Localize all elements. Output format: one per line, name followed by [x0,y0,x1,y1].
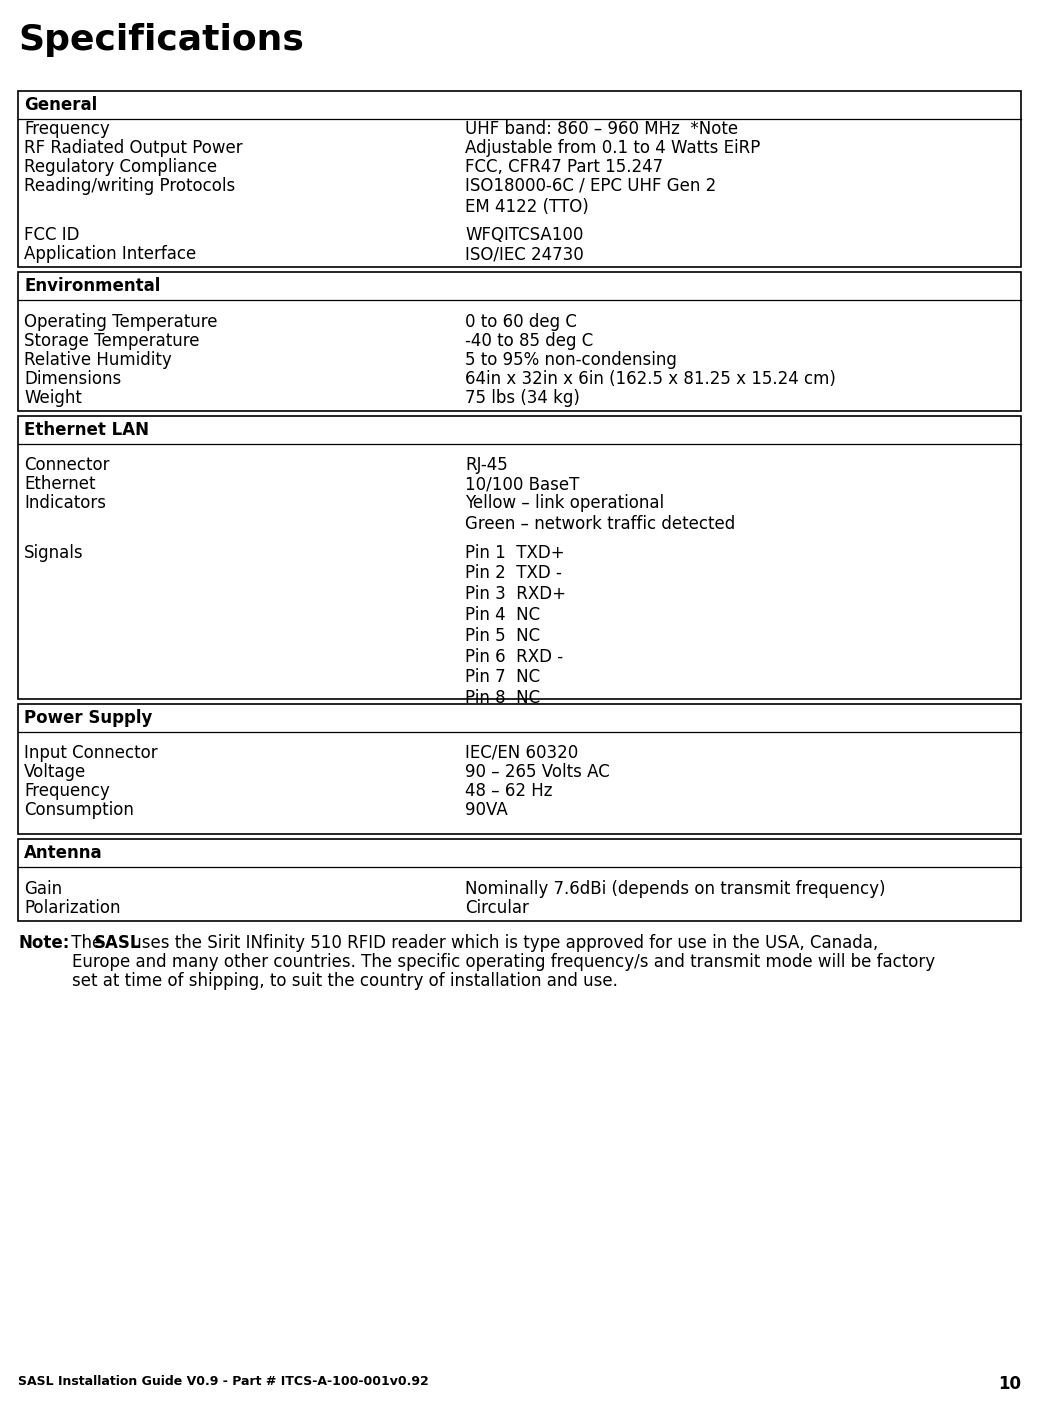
Text: Application Interface: Application Interface [24,245,196,263]
Text: 5 to 95% non-condensing: 5 to 95% non-condensing [465,351,677,369]
Text: Specifications: Specifications [18,23,303,57]
Text: Frequency: Frequency [24,120,110,139]
Text: Reading/writing Protocols: Reading/writing Protocols [24,177,235,195]
Bar [18,839,1021,921]
Text: set at time of shipping, to suit the country of installation and use.: set at time of shipping, to suit the cou… [72,972,618,990]
Text: 10: 10 [998,1375,1021,1392]
Text: Weight: Weight [24,389,82,406]
Text: FCC, CFR47 Part 15.247: FCC, CFR47 Part 15.247 [465,158,664,175]
Text: Ethernet: Ethernet [24,475,96,494]
Text: Adjustable from 0.1 to 4 Watts EiRP: Adjustable from 0.1 to 4 Watts EiRP [465,139,761,157]
Text: General: General [24,96,98,115]
Text: RF Radiated Output Power: RF Radiated Output Power [24,139,243,157]
Text: Polarization: Polarization [24,899,121,917]
Text: -40 to 85 deg C: -40 to 85 deg C [465,331,593,350]
Text: Voltage: Voltage [24,763,86,781]
Text: Gain: Gain [24,880,62,897]
Text: 10/100 BaseT: 10/100 BaseT [465,475,580,494]
Bar [18,703,1021,835]
Text: UHF band: 860 – 960 MHz  *Note: UHF band: 860 – 960 MHz *Note [465,120,739,139]
Text: 90VA: 90VA [465,801,508,819]
Text: uses the Sirit INfinity 510 RFID reader which is type approved for use in the US: uses the Sirit INfinity 510 RFID reader … [126,934,878,952]
Text: Note:: Note: [18,934,70,952]
Text: Power Supply: Power Supply [24,709,153,726]
Text: Indicators: Indicators [24,494,106,512]
Text: 64in x 32in x 6in (162.5 x 81.25 x 15.24 cm): 64in x 32in x 6in (162.5 x 81.25 x 15.24… [465,369,836,388]
Text: Relative Humidity: Relative Humidity [24,351,171,369]
Text: Ethernet LAN: Ethernet LAN [24,420,149,439]
Text: 0 to 60 deg C: 0 to 60 deg C [465,313,578,331]
Text: Environmental: Environmental [24,277,160,296]
Bar [18,416,1021,699]
Text: Yellow – link operational
Green – network traffic detected: Yellow – link operational Green – networ… [465,494,736,533]
Text: ISO/IEC 24730: ISO/IEC 24730 [465,245,584,263]
Text: FCC ID: FCC ID [24,226,80,245]
Text: 48 – 62 Hz: 48 – 62 Hz [465,782,553,799]
Text: Circular: Circular [465,899,529,917]
Text: SASL: SASL [94,934,141,952]
Bar [18,91,1021,267]
Text: Connector: Connector [24,456,109,474]
Text: IEC/EN 60320: IEC/EN 60320 [465,744,579,763]
Text: Operating Temperature: Operating Temperature [24,313,217,331]
Text: Signals: Signals [24,543,83,562]
Text: 75 lbs (34 kg): 75 lbs (34 kg) [465,389,580,406]
Text: WFQITCSA100: WFQITCSA100 [465,226,584,245]
Text: ISO18000-6C / EPC UHF Gen 2
EM 4122 (TTO): ISO18000-6C / EPC UHF Gen 2 EM 4122 (TTO… [465,177,717,216]
Text: Antenna: Antenna [24,845,103,862]
Bar [18,273,1021,410]
Text: The: The [66,934,107,952]
Text: Nominally 7.6dBi (depends on transmit frequency): Nominally 7.6dBi (depends on transmit fr… [465,880,886,897]
Text: Europe and many other countries. The specific operating frequency/s and transmit: Europe and many other countries. The spe… [72,952,935,971]
Text: Pin 1  TXD+
Pin 2  TXD -
Pin 3  RXD+
Pin 4  NC
Pin 5  NC
Pin 6  RXD -
Pin 7  NC
: Pin 1 TXD+ Pin 2 TXD - Pin 3 RXD+ Pin 4 … [465,543,566,708]
Text: SASL Installation Guide V0.9 - Part # ITCS-A-100-001v0.92: SASL Installation Guide V0.9 - Part # IT… [18,1375,429,1388]
Text: Regulatory Compliance: Regulatory Compliance [24,158,217,175]
Text: Dimensions: Dimensions [24,369,122,388]
Text: RJ-45: RJ-45 [465,456,508,474]
Text: Storage Temperature: Storage Temperature [24,331,199,350]
Text: Consumption: Consumption [24,801,134,819]
Text: Frequency: Frequency [24,782,110,799]
Text: 90 – 265 Volts AC: 90 – 265 Volts AC [465,763,610,781]
Text: Input Connector: Input Connector [24,744,158,763]
